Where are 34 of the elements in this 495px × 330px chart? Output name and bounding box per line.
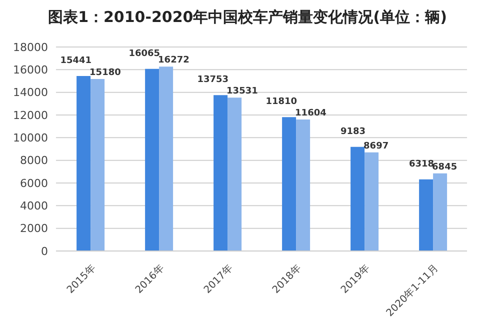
- data-label: 6845: [432, 162, 458, 172]
- data-label: 16065: [128, 48, 160, 59]
- data-label: 16272: [158, 56, 190, 66]
- y-tick-label: 8000: [20, 154, 48, 168]
- bar: [350, 146, 365, 251]
- y-tick-label: 2000: [20, 222, 48, 236]
- data-label: 9183: [340, 126, 366, 137]
- y-tick-label: 12000: [13, 108, 48, 122]
- y-tick-label: 4000: [20, 200, 48, 213]
- data-label: 15180: [90, 68, 121, 78]
- data-label: 11810: [266, 97, 298, 108]
- bar: [296, 119, 310, 251]
- bar: [228, 98, 242, 251]
- data-label: 8697: [364, 141, 389, 152]
- y-tick-label: 14000: [13, 86, 48, 100]
- y-tick-label: 10000: [13, 132, 48, 145]
- bar: [145, 68, 160, 251]
- y-tick-label: 18000: [13, 40, 48, 54]
- bar: [419, 179, 434, 251]
- y-tick-label: 16000: [13, 64, 48, 77]
- chart-title: 图表1：2010-2020年中国校车产销量变化情况(单位：辆): [47, 8, 448, 27]
- data-label: 13531: [226, 86, 258, 97]
- y-tick-label: 0: [41, 244, 48, 258]
- bar: [214, 95, 228, 251]
- data-label: 15441: [60, 56, 92, 66]
- data-label: 11604: [295, 108, 326, 118]
- bar: [433, 173, 448, 251]
- bar: [76, 76, 91, 251]
- bar: [282, 117, 296, 251]
- bar: [364, 152, 379, 251]
- bar: [159, 66, 174, 251]
- bar: [90, 78, 105, 251]
- y-tick-label: 6000: [20, 176, 48, 190]
- data-label: 13753: [197, 75, 229, 86]
